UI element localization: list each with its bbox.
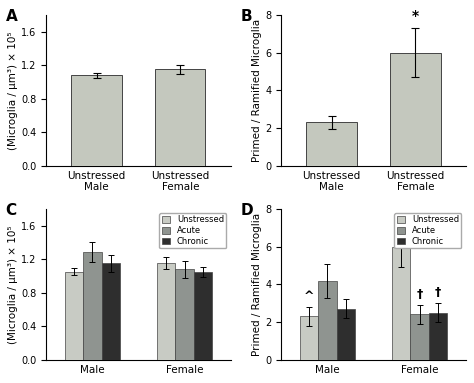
Text: D: D (241, 203, 253, 218)
Legend: Unstressed, Acute, Chronic: Unstressed, Acute, Chronic (159, 213, 227, 248)
Bar (337, 309, 355, 360)
Bar (83, 252, 101, 360)
Bar (392, 247, 410, 360)
Legend: Unstressed, Acute, Chronic: Unstressed, Acute, Chronic (394, 213, 462, 248)
Bar (429, 313, 447, 360)
Bar (410, 314, 429, 360)
Text: *: * (412, 9, 419, 23)
Bar (72, 75, 122, 166)
Text: ^: ^ (304, 290, 314, 303)
Bar (306, 123, 357, 166)
Bar (175, 269, 194, 360)
Y-axis label: (Microglia / μm³) × 10⁵: (Microglia / μm³) × 10⁵ (9, 31, 18, 150)
Text: C: C (6, 203, 17, 218)
Text: †: † (435, 286, 441, 300)
Bar (157, 263, 175, 360)
Bar (318, 280, 337, 360)
Bar (194, 272, 212, 360)
Bar (155, 69, 205, 166)
Bar (64, 272, 83, 360)
Text: B: B (241, 9, 252, 24)
Bar (101, 263, 120, 360)
Text: †: † (417, 288, 423, 301)
Y-axis label: Primed / Ramified Microglia: Primed / Ramified Microglia (253, 19, 263, 162)
Bar (300, 316, 318, 360)
Bar (390, 52, 440, 166)
Y-axis label: Primed / Ramified Microglia: Primed / Ramified Microglia (253, 213, 263, 356)
Y-axis label: (Microglia / μm³) × 10⁵: (Microglia / μm³) × 10⁵ (9, 225, 18, 344)
Text: A: A (6, 9, 18, 24)
